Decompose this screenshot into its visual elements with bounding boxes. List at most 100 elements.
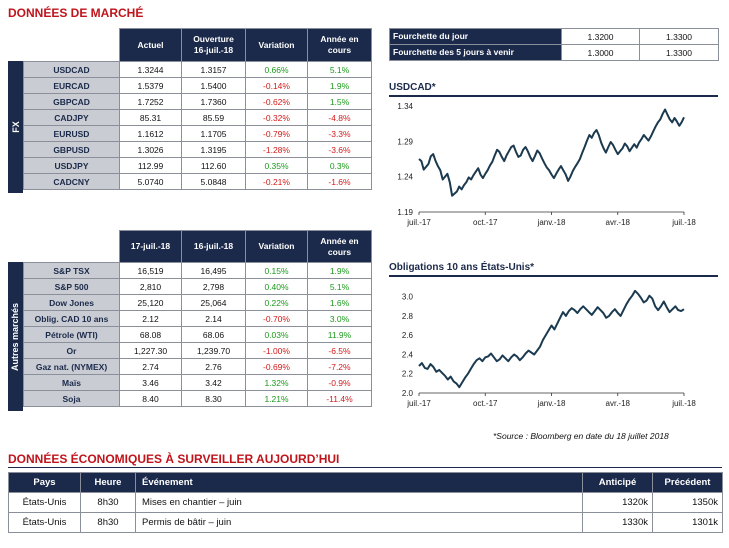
table-row: Soja 8.40 8.30 1.21% -11.4% (23, 390, 372, 407)
x-tick-label: juil.-17 (406, 399, 431, 408)
fx-cell-variation: -0.79% (245, 125, 308, 142)
fx-cell-variation: -1.28% (245, 141, 308, 158)
econ-cell-pays: États-Unis (8, 492, 81, 513)
other-cell-variation: 1.21% (245, 390, 308, 407)
econ-data-title: DONNÉES ÉCONOMIQUES À SURVEILLER AUJOURD… (8, 452, 340, 466)
fx-header-empty (23, 28, 120, 62)
fx-cell-label: CADJPY (23, 109, 120, 126)
fx-cell-label: USDJPY (23, 157, 120, 174)
other-header-date2: 16-juil.-18 (181, 230, 246, 263)
fx-cell-ouverture: 1.1705 (181, 125, 246, 142)
x-tick-label: janv.-18 (537, 218, 566, 227)
fx-cell-variation: -0.62% (245, 93, 308, 110)
fx-cell-label: USDCAD (23, 61, 120, 78)
other-cell-annee: 5.1% (307, 278, 372, 295)
y-tick-label: 2.0 (402, 389, 414, 398)
fx-cell-actuel: 85.31 (119, 109, 182, 126)
x-tick-label: avr.-18 (606, 218, 631, 227)
y-tick-label: 1.34 (397, 102, 413, 111)
other-cell-variation: 1.32% (245, 374, 308, 391)
y-tick-label: 2.4 (402, 350, 414, 359)
other-markets-table: 17-juil.-18 16-juil.-18 Variation Année … (23, 230, 372, 407)
econ-cell-anticipe: 1320k (582, 492, 653, 513)
econ-title-rule (8, 467, 722, 468)
fx-cell-actuel: 5.0740 (119, 173, 182, 190)
range-cell-label: Fourchette des 5 jours à venir (389, 44, 562, 61)
other-cell-annee: 3.0% (307, 310, 372, 327)
fx-cell-ouverture: 1.3195 (181, 141, 246, 158)
other-cell-annee: 11.9% (307, 326, 372, 343)
other-cell-actuel: 2,810 (119, 278, 182, 295)
table-row: S&P TSX 16,519 16,495 0.15% 1.9% (23, 262, 372, 279)
table-row: USDCAD 1.3244 1.3157 0.66% 5.1% (23, 61, 372, 78)
market-data-title: DONNÉES DE MARCHÉ (8, 6, 144, 20)
table-row: EURCAD 1.5379 1.5400 -0.14% 1.9% (23, 77, 372, 94)
other-cell-label: Oblig. CAD 10 ans (23, 310, 120, 327)
table-row: Gaz nat. (NYMEX) 2.74 2.76 -0.69% -7.2% (23, 358, 372, 375)
econ-header-heure: Heure (80, 472, 136, 493)
other-cell-annee: 1.6% (307, 294, 372, 311)
y-tick-label: 2.8 (402, 312, 414, 321)
fx-cell-actuel: 112.99 (119, 157, 182, 174)
other-cell-ouverture: 2.76 (181, 358, 246, 375)
usdcad-title-rule (389, 95, 718, 97)
x-tick-label: avr.-18 (606, 399, 631, 408)
other-cell-ouverture: 25,064 (181, 294, 246, 311)
other-cell-ouverture: 1,239.70 (181, 342, 246, 359)
table-row: CADCNY 5.0740 5.0848 -0.21% -1.6% (23, 173, 372, 190)
fx-cell-annee: -3.3% (307, 125, 372, 142)
table-row: GBPUSD 1.3026 1.3195 -1.28% -3.6% (23, 141, 372, 158)
other-cell-label: Maïs (23, 374, 120, 391)
fx-cell-annee: 1.9% (307, 77, 372, 94)
fx-header-ouverture: Ouverture 16-juil.-18 (181, 28, 246, 62)
econ-cell-anticipe: 1330k (582, 512, 653, 533)
fx-cell-ouverture: 85.59 (181, 109, 246, 126)
other-cell-annee: -11.4% (307, 390, 372, 407)
econ-table: Pays Heure Événement Anticipé Précédent … (8, 472, 723, 533)
other-header-date1: 17-juil.-18 (119, 230, 182, 263)
other-header-empty (23, 230, 120, 263)
fx-cell-variation: -0.21% (245, 173, 308, 190)
table-row: Dow Jones 25,120 25,064 0.22% 1.6% (23, 294, 372, 311)
fx-header-annee: Année en cours (307, 28, 372, 62)
other-cell-variation: -1.00% (245, 342, 308, 359)
econ-cell-event: Mises en chantier – juin (135, 492, 583, 513)
other-cell-actuel: 25,120 (119, 294, 182, 311)
other-header-variation: Variation (245, 230, 308, 263)
fx-header-actuel: Actuel (119, 28, 182, 62)
other-header-annee: Année en cours (307, 230, 372, 263)
other-cell-actuel: 16,519 (119, 262, 182, 279)
table-row: EURUSD 1.1612 1.1705 -0.79% -3.3% (23, 125, 372, 142)
table-row: Pétrole (WTI) 68.08 68.06 0.03% 11.9% (23, 326, 372, 343)
other-cell-ouverture: 8.30 (181, 390, 246, 407)
other-cell-ouverture: 3.42 (181, 374, 246, 391)
fx-cell-variation: -0.32% (245, 109, 308, 126)
fx-cell-ouverture: 5.0848 (181, 173, 246, 190)
fx-table: Actuel Ouverture 16-juil.-18 Variation A… (23, 28, 372, 190)
econ-cell-pays: États-Unis (8, 512, 81, 533)
source-note: *Source : Bloomberg en date du 18 juille… (493, 431, 669, 441)
fx-cell-ouverture: 1.3157 (181, 61, 246, 78)
other-cell-label: Soja (23, 390, 120, 407)
range-cell-high: 1.3300 (639, 44, 719, 61)
other-cell-label: S&P TSX (23, 262, 120, 279)
y-tick-label: 2.2 (402, 370, 414, 379)
other-cell-label: S&P 500 (23, 278, 120, 295)
other-cell-annee: 1.9% (307, 262, 372, 279)
y-tick-label: 3.0 (402, 293, 414, 302)
x-tick-label: oct.-17 (473, 399, 498, 408)
other-side-label: Autres marchés (8, 262, 23, 411)
bonds-title-rule (389, 275, 718, 277)
series-line (418, 108, 685, 197)
econ-header-anticipe: Anticipé (582, 472, 653, 493)
econ-cell-precedent: 1350k (652, 492, 723, 513)
bonds-chart-title: Obligations 10 ans États-Unis* (389, 262, 535, 273)
other-cell-label: Or (23, 342, 120, 359)
fx-cell-actuel: 1.3244 (119, 61, 182, 78)
other-cell-actuel: 2.12 (119, 310, 182, 327)
other-cell-variation: -0.69% (245, 358, 308, 375)
range-cell-low: 1.3000 (561, 44, 640, 61)
econ-cell-precedent: 1301k (652, 512, 723, 533)
econ-cell-event: Permis de bâtir – juin (135, 512, 583, 533)
